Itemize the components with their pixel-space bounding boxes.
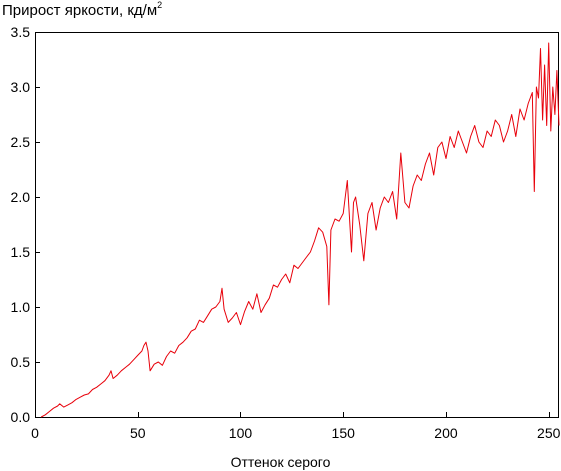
chart-title-sup: 2 [157, 0, 163, 10]
x-tick-label: 0 [31, 425, 39, 441]
y-tick-label: 1.0 [11, 299, 31, 315]
y-tick-label: 0.0 [11, 409, 31, 425]
chart-title-main: Прирост яркости, кд/м [2, 2, 158, 19]
y-tick-label: 2.0 [11, 189, 31, 205]
y-tick-label: 3.5 [11, 24, 31, 40]
x-tick-label: 50 [130, 425, 146, 441]
chart-title: Прирост яркости, кд/м2 [2, 0, 163, 19]
series-line [40, 42, 560, 418]
x-axis-label: Оттенок серого [230, 454, 331, 470]
x-tick-label: 200 [434, 425, 458, 441]
plot-frame [35, 32, 559, 418]
x-tick-label: 250 [537, 425, 561, 441]
x-tick-label: 150 [332, 425, 356, 441]
x-tick-label: 100 [229, 425, 253, 441]
y-tick-label: 0.5 [11, 354, 31, 370]
y-tick-label: 2.5 [11, 134, 31, 150]
y-tick-label: 1.5 [11, 244, 31, 260]
y-tick-label: 3.0 [11, 79, 31, 95]
